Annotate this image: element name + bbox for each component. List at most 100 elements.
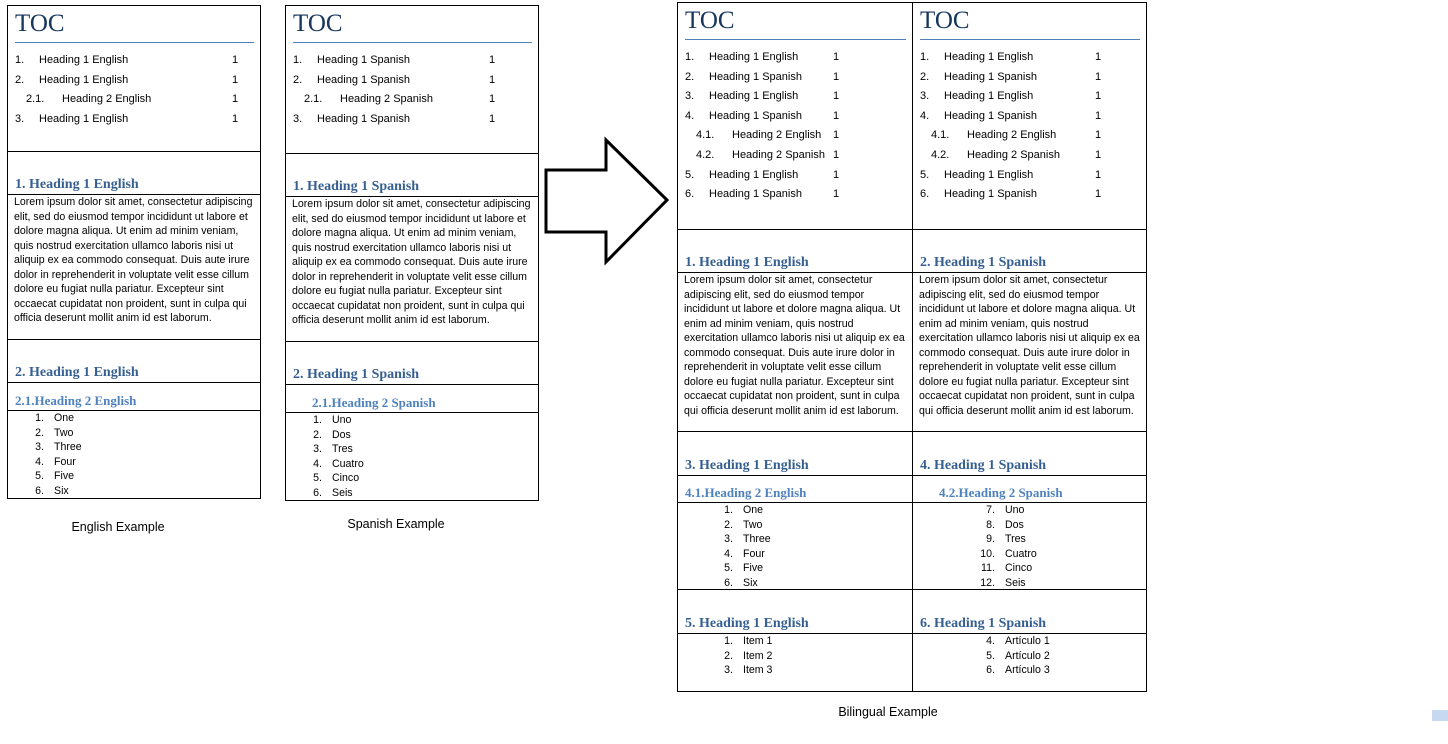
list-item-number: 1. bbox=[35, 412, 44, 424]
toc-entry-number: 1. bbox=[685, 51, 695, 63]
toc-entry-text: Heading 1 Spanish bbox=[944, 188, 1037, 201]
list-item-number: 5. bbox=[724, 562, 733, 574]
toc-entry: 5. Heading 1 English 1 bbox=[678, 169, 912, 189]
toc-entry-page: 1 bbox=[833, 168, 840, 181]
list-item-number: 4. bbox=[313, 457, 322, 470]
list-item: 7. Uno bbox=[913, 503, 1146, 518]
toc-entry: 1. Heading 1 English 1 bbox=[913, 51, 1146, 71]
toc-entry-number: 4.1. bbox=[931, 129, 950, 142]
bilingual-example-document: TOC 1. Heading 1 English 1 2. Heading 1 Spani… bbox=[677, 2, 1147, 692]
list-item-number: 4. bbox=[35, 455, 44, 468]
list-item-text: Two bbox=[54, 426, 74, 439]
toc-entry-text: Heading 2 English bbox=[967, 129, 1057, 142]
list-section: 1. One 2. Two 3. Three 4. Four 5. Five 6. Six bbox=[678, 503, 912, 590]
toc-entry: 3. Heading 1 English 1 bbox=[913, 90, 1146, 110]
toc-entry-page: 1 bbox=[1095, 109, 1102, 122]
list-item: 5. Artículo 2 bbox=[913, 649, 1146, 664]
toc-entry: 2.1. Heading 2 Spanish 1 bbox=[286, 93, 538, 113]
list-item: 2. Item 2 bbox=[678, 649, 912, 664]
h1-section: 5. Heading 1 English bbox=[678, 590, 912, 634]
list-item-number: 3. bbox=[35, 441, 44, 453]
toc-entry-text: Heading 1 English bbox=[944, 90, 1034, 103]
list-item-number: 5. bbox=[986, 649, 995, 662]
bilingual-example-caption: Bilingual Example bbox=[838, 705, 938, 719]
toc-entry-page: 1 bbox=[833, 188, 840, 201]
list-item: 2. Dos bbox=[286, 428, 538, 443]
list-item-number: 6. bbox=[724, 576, 733, 589]
list-item-number: 1. bbox=[313, 414, 322, 426]
h1-section: 1. Heading 1 English bbox=[8, 152, 260, 195]
list-item-number: 9. bbox=[986, 533, 995, 545]
list-item-text: Uno bbox=[332, 414, 352, 426]
list-item: 4. Artículo 1 bbox=[913, 634, 1146, 649]
list-item-text: Artículo 3 bbox=[1005, 664, 1050, 676]
toc-entry-page: 1 bbox=[833, 90, 840, 103]
toc-entry-text: Heading 1 English bbox=[709, 168, 799, 181]
list-item-text: Uno bbox=[1005, 504, 1025, 516]
toc-entry-page: 1 bbox=[232, 112, 239, 125]
list-item-number: 6. bbox=[313, 486, 322, 499]
list-item: 1. One bbox=[8, 411, 260, 426]
list-section: 1. Uno 2. Dos 3. Tres 4. Cuatro 5. Cinco 6. Seis bbox=[286, 413, 538, 501]
toc-entry-text: Heading 1 English bbox=[944, 51, 1034, 63]
heading-1: 1. Heading 1 English bbox=[15, 177, 139, 192]
toc-entry-text: Heading 1 English bbox=[39, 73, 129, 86]
list-item: 3. Three bbox=[678, 532, 912, 547]
toc-title: TOC bbox=[685, 5, 906, 40]
resize-corner bbox=[1432, 710, 1448, 721]
list-item-number: 3. bbox=[724, 664, 733, 676]
english-example-document: TOC 1. Heading 1 English 1 2. Heading 1 Engli… bbox=[7, 5, 261, 499]
h1-section: 3. Heading 1 English bbox=[678, 432, 912, 476]
list-item-number: 3. bbox=[313, 443, 322, 455]
toc-entry-number: 4.1. bbox=[696, 129, 715, 142]
list-item: 3. Tres bbox=[286, 442, 538, 457]
list-item-number: 2. bbox=[35, 426, 44, 439]
list-item-number: 5. bbox=[313, 472, 322, 484]
list-item: 3. Item 3 bbox=[678, 663, 912, 678]
toc-section: TOC 1. Heading 1 English 1 2. Heading 1 Engli… bbox=[8, 6, 260, 152]
toc-entry-page: 1 bbox=[833, 51, 840, 63]
toc-entry: 6. Heading 1 Spanish 1 bbox=[913, 188, 1146, 208]
list-item-text: Cuatro bbox=[1005, 547, 1037, 560]
heading-1: 2. Heading 1 Spanish bbox=[293, 367, 420, 382]
english-example-caption: English Example bbox=[71, 520, 165, 534]
heading-1: 1. Heading 1 Spanish bbox=[293, 179, 420, 194]
toc-entry-number: 1. bbox=[15, 54, 25, 66]
list-item-text: Four bbox=[743, 547, 765, 560]
list-item-text: Six bbox=[743, 576, 758, 589]
list-item-number: 6. bbox=[35, 484, 44, 497]
toc-section: TOC 1. Heading 1 Spanish 1 2. Heading 1 Spani… bbox=[286, 6, 538, 154]
heading-2: 2.1.Heading 2 English bbox=[15, 393, 137, 408]
list-item: 1. One bbox=[678, 503, 912, 518]
toc-entry-text: Heading 1 Spanish bbox=[709, 109, 802, 122]
toc-entry-number: 3. bbox=[920, 90, 930, 103]
list-item: 4. Four bbox=[678, 547, 912, 562]
toc-entry-page: 1 bbox=[1095, 129, 1102, 142]
p-section: Lorem ipsum dolor sit amet, consectetur … bbox=[678, 273, 912, 432]
toc-entry-text: Heading 1 Spanish bbox=[944, 70, 1037, 83]
toc-entry-page: 1 bbox=[833, 109, 840, 122]
list-section: 1. Item 1 2. Item 2 3. Item 3 bbox=[678, 634, 912, 691]
heading-1: 3. Heading 1 English bbox=[685, 458, 809, 473]
list-item-number: 4. bbox=[986, 635, 995, 647]
heading-1: 5. Heading 1 English bbox=[685, 616, 809, 631]
list-item-text: Three bbox=[54, 441, 82, 453]
h1-section: 1. Heading 1 Spanish bbox=[286, 154, 538, 197]
list-item-number: 6. bbox=[986, 664, 995, 676]
h1-section: 2. Heading 1 English bbox=[8, 340, 260, 383]
h2-section: 4.1.Heading 2 English bbox=[678, 476, 912, 503]
toc-entry-number: 1. bbox=[293, 54, 303, 66]
toc-entry: 4.2. Heading 2 Spanish 1 bbox=[678, 149, 912, 169]
list-item-text: Item 2 bbox=[743, 649, 773, 662]
list-item-text: Cuatro bbox=[332, 457, 364, 470]
toc-entry: 3. Heading 1 English 1 bbox=[8, 113, 260, 133]
list-item: 1. Item 1 bbox=[678, 634, 912, 649]
toc-entry: 2. Heading 1 Spanish 1 bbox=[913, 71, 1146, 91]
list-item: 6. Artículo 3 bbox=[913, 663, 1146, 678]
toc-entry-text: Heading 1 English bbox=[944, 168, 1034, 181]
list-item-number: 4. bbox=[724, 547, 733, 560]
toc-entry-page: 1 bbox=[232, 93, 239, 106]
toc-entry-text: Heading 1 Spanish bbox=[317, 54, 410, 66]
body-paragraph: Lorem ipsum dolor sit amet, consectetur … bbox=[292, 198, 531, 326]
toc-entry-number: 2.1. bbox=[26, 93, 45, 106]
